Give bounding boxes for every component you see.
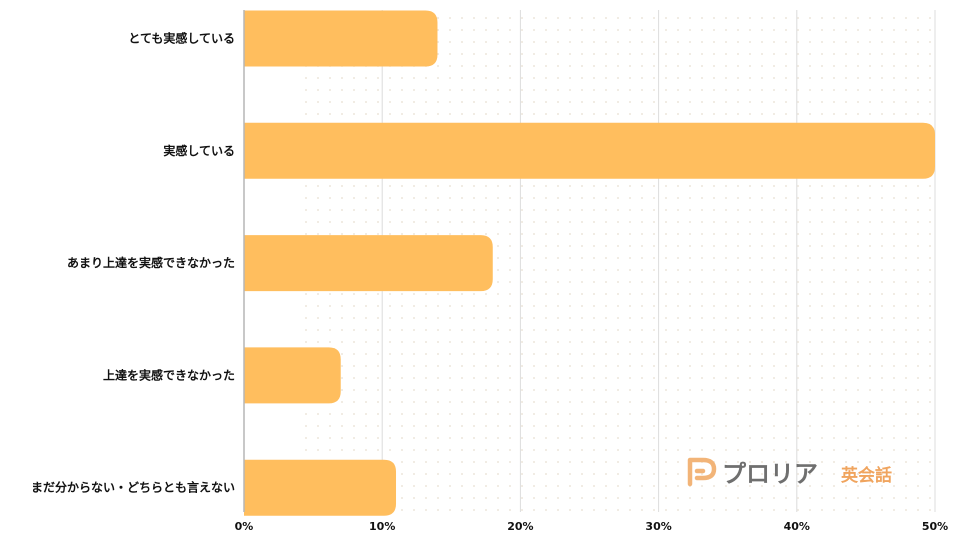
logo-main-text: プロリア [722, 460, 818, 488]
x-tick-label-30: 30% [645, 520, 671, 533]
x-tick-label-50: 50% [922, 520, 948, 533]
p-logo-icon [687, 457, 717, 487]
bar-1 [244, 10, 438, 67]
bar-3 [244, 235, 493, 292]
category-label-1: とても実感している [128, 31, 235, 46]
x-tick-label-20: 20% [507, 520, 533, 533]
x-tick-label-10: 10% [369, 520, 395, 533]
bar-2 [244, 122, 935, 179]
bar-4 [244, 347, 341, 404]
x-tick-label-0: 0% [235, 520, 254, 533]
category-label-2: 実感している [163, 143, 235, 158]
x-tick-label-40: 40% [784, 520, 810, 533]
bar-5 [244, 459, 397, 516]
category-label-4: 上達を実感できなかった [103, 367, 235, 382]
category-label-5: まだ分からない・どちらとも言えない [31, 480, 235, 495]
brand-logo: プロリア 英会話 [687, 457, 892, 488]
logo-sub-text: 英会話 [841, 465, 892, 486]
category-label-3: あまり上達を実感できなかった [67, 255, 235, 270]
